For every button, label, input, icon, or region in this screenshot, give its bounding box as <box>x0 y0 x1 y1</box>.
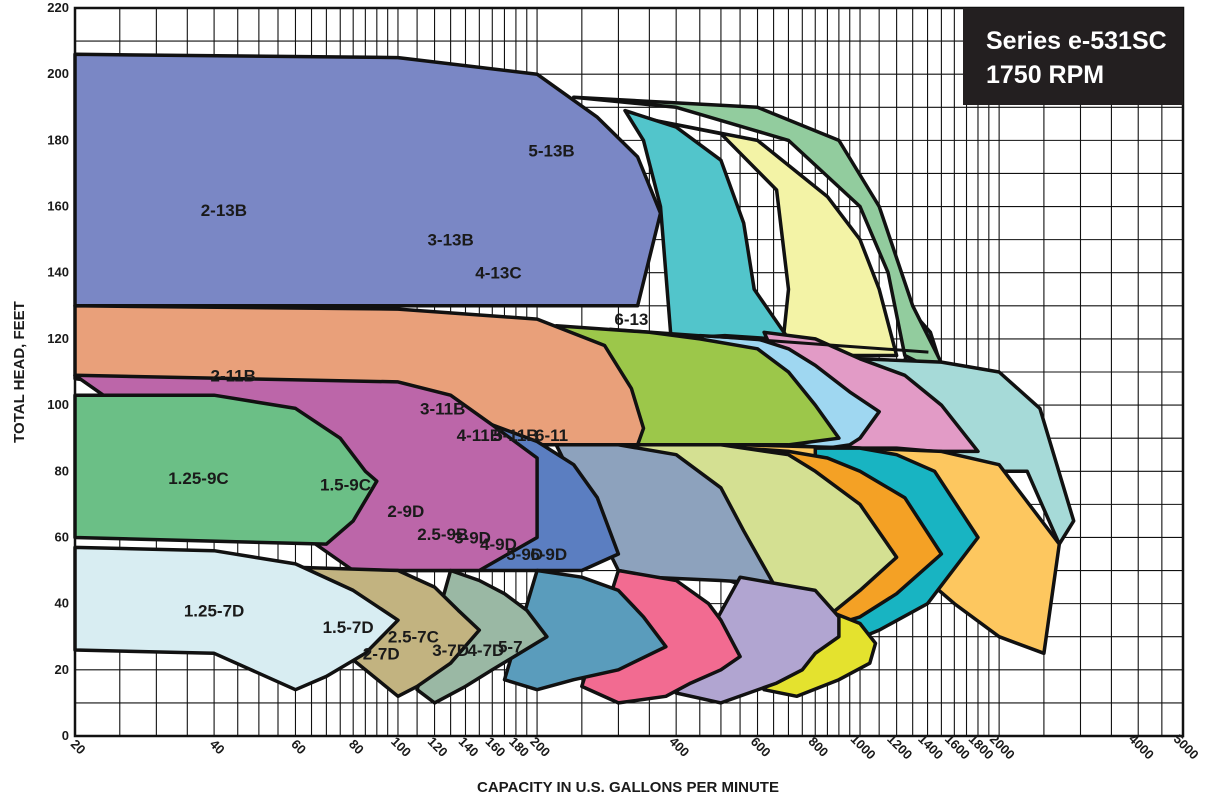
y-tick-label: 80 <box>55 463 69 478</box>
region-label-2-13b: 2-13B <box>201 201 247 220</box>
x-tick-label: 80 <box>346 736 367 757</box>
x-axis-title: CAPACITY IN U.S. GALLONS PER MINUTE <box>477 779 779 796</box>
y-tick-label: 20 <box>55 662 69 677</box>
region-label-5-7: 5-7 <box>498 638 523 657</box>
x-tick-label: 160 <box>482 734 508 760</box>
region-label-6-9d: 6-9D <box>530 545 567 564</box>
x-tick-label: 140 <box>456 734 482 760</box>
series-title-background <box>963 8 1183 105</box>
region-label-6-11: 6-11 <box>535 426 568 445</box>
region-label-3-7d: 3-7D <box>432 641 469 660</box>
x-tick-label: 600 <box>748 734 774 760</box>
chart-subtitle: 1750 RPM <box>986 61 1104 89</box>
y-tick-label: 200 <box>47 66 69 81</box>
region-2-13b <box>73 52 663 308</box>
region-label-3-11b: 3-11B <box>420 399 465 418</box>
x-tick-label: 800 <box>805 734 831 760</box>
region-label-5-9d: 5-9D <box>506 545 543 564</box>
region-label-1-5-7d: 1.5-7D <box>323 618 374 637</box>
region-label-4-11b: 4-11B <box>457 426 502 445</box>
y-tick-label: 60 <box>55 529 69 544</box>
y-tick-label: 140 <box>47 265 69 280</box>
leader-line-6-13 <box>609 327 929 354</box>
region-label-2-11b: 2-11B <box>211 366 256 385</box>
region-2-5-7c <box>502 568 668 692</box>
y-tick-label: 100 <box>47 397 69 412</box>
x-tick-label: 180 <box>506 734 532 760</box>
y-tick-label: 0 <box>62 728 69 743</box>
region-label-3-13b: 3-13B <box>427 231 473 250</box>
plot-frame <box>73 6 1185 738</box>
y-tick-label: 160 <box>47 199 69 214</box>
region-label-3-9d: 3-9D <box>454 528 491 547</box>
region-label-5-11b: 5-11B <box>493 426 538 445</box>
leader-lines <box>609 327 929 354</box>
region-label-5-13b: 5-13B <box>528 141 574 160</box>
x-tick-label: 20 <box>68 736 89 757</box>
x-tick-label: 400 <box>666 734 692 760</box>
region-1-25-9c <box>73 393 379 546</box>
region-label-1-5-9c: 1.5-9C <box>320 476 371 495</box>
region-label-2-5-7c: 2.5-7C <box>388 628 439 647</box>
region-label-1-25-7d: 1.25-7D <box>184 601 244 620</box>
region-label-4-7d: 4-7D <box>467 641 504 660</box>
y-tick-label: 180 <box>47 132 69 147</box>
performance-regions <box>73 52 1076 705</box>
region-label-4-9d: 4-9D <box>480 535 517 554</box>
y-tick-label: 220 <box>47 0 69 15</box>
chart-title: Series e-531SC <box>986 27 1167 55</box>
x-tick-label: 100 <box>388 734 414 760</box>
x-tick-label: 120 <box>425 734 451 760</box>
series-title-box: Series e-531SC 1750 RPM <box>963 8 1183 105</box>
region-label-2-9d: 2-9D <box>387 502 424 521</box>
region-label-1-25-9c: 1.25-9C <box>168 469 228 488</box>
y-tick-label: 120 <box>47 331 69 346</box>
x-tick-label: 5000 <box>1171 731 1202 762</box>
region-1-25-7d <box>73 545 400 692</box>
y-tick-label: 40 <box>55 596 69 611</box>
y-axis-title: TOTAL HEAD, FEET <box>11 301 28 443</box>
region-label-2-7d: 2-7D <box>363 644 400 663</box>
region-label-2-5-9b: 2.5-9B <box>417 525 468 544</box>
x-tick-label: 200 <box>527 734 553 760</box>
region-labels: 2-13B3-13B4-13C5-13B6-132-11B3-11B4-11B5… <box>168 141 648 663</box>
region-label-6-13: 6-13 <box>614 310 648 329</box>
region-label-4-13c: 4-13C <box>475 264 521 283</box>
x-tick-label: 60 <box>288 736 309 757</box>
x-tick-label: 40 <box>207 736 228 757</box>
